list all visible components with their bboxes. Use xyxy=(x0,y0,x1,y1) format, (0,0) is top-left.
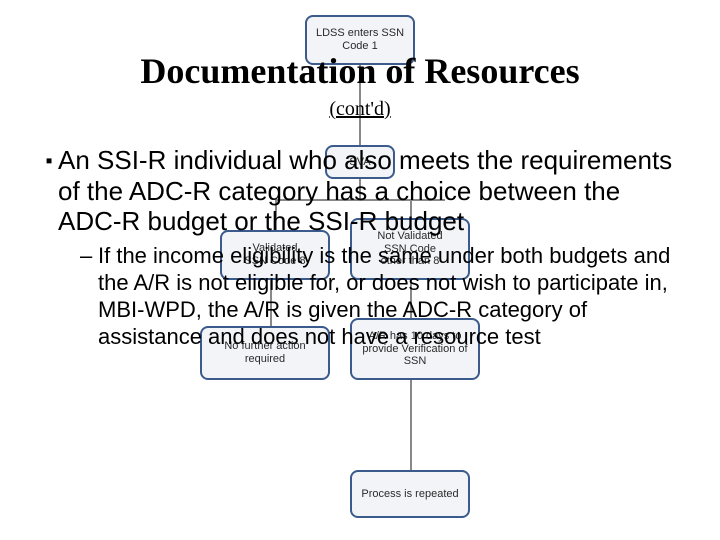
bullet-marker: ▪ xyxy=(40,145,58,173)
main-bullet: ▪ An SSI-R individual who also meets the… xyxy=(40,145,680,350)
bullet-text: An SSI-R individual who also meets the r… xyxy=(58,145,680,237)
slide-content: Documentation of Resources (cont'd) ▪ An… xyxy=(0,0,720,540)
page-subtitle: (cont'd) xyxy=(0,98,720,121)
subbullet-text: If the income eligibility is the same un… xyxy=(98,243,680,350)
page-title: Documentation of Resources xyxy=(0,50,720,92)
subbullet-marker: – xyxy=(80,243,98,269)
sub-bullet: – If the income eligibility is the same … xyxy=(80,243,680,350)
